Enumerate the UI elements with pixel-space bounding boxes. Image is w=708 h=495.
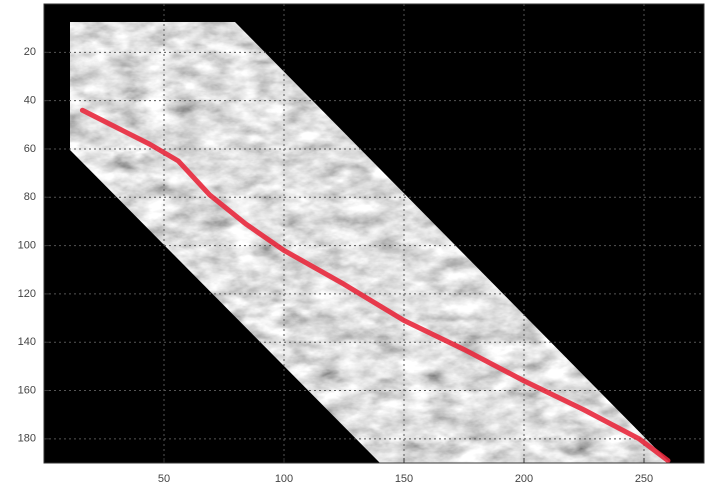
x-tick-label: 150 xyxy=(395,473,413,485)
page: 5010015020025020406080100120140160180 ((… xyxy=(0,0,708,495)
x-tick-label: 200 xyxy=(515,473,533,485)
y-tick-label: 180 xyxy=(18,433,36,445)
y-tick-label: 80 xyxy=(24,191,36,203)
y-tick-label: 40 xyxy=(24,95,36,107)
x-tick-label: 250 xyxy=(635,473,653,485)
y-tick-label: 160 xyxy=(18,384,36,396)
y-tick-label: 60 xyxy=(24,143,36,155)
y-tick-label: 100 xyxy=(18,239,36,251)
y-tick-label: 140 xyxy=(18,336,36,348)
x-tick-label: 50 xyxy=(158,473,170,485)
chart: 50 100 150 200 250 20 40 60 80 100 120 140 160 180 xyxy=(0,0,708,495)
y-tick-label: 20 xyxy=(24,46,36,58)
x-tick-label: 100 xyxy=(275,473,293,485)
y-tick-label: 120 xyxy=(18,288,36,300)
